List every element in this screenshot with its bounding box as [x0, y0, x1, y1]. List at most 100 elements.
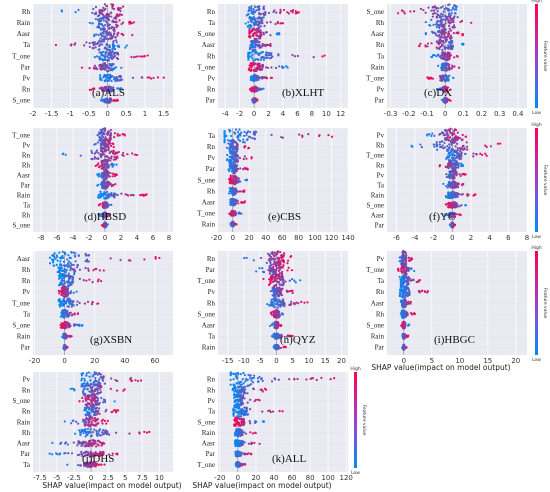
shap-point — [465, 141, 468, 144]
shap-point — [448, 151, 451, 154]
shap-point — [433, 134, 436, 137]
shap-point — [301, 134, 304, 137]
shap-point — [251, 57, 254, 60]
shap-point — [247, 24, 250, 27]
shap-point — [424, 11, 427, 14]
shap-point — [99, 68, 102, 71]
x-tick-label: 40 — [120, 357, 129, 365]
shap-point — [83, 44, 86, 47]
shap-point — [457, 213, 460, 216]
shap-point — [435, 143, 439, 146]
shap-point — [146, 76, 149, 79]
shap-point — [87, 267, 90, 270]
shap-point — [95, 149, 99, 152]
shap-point — [257, 26, 261, 29]
shap-point — [85, 279, 88, 282]
shap-point — [228, 164, 232, 167]
x-tick-label: -2 — [86, 234, 93, 242]
feature-label-Par: Par — [206, 266, 216, 274]
x-tick-label: 6 — [506, 234, 511, 242]
x-tick-label: 4 — [281, 110, 286, 118]
shap-point — [256, 74, 259, 78]
shap-point — [272, 265, 275, 269]
shap-point — [56, 255, 59, 258]
shap-point — [254, 22, 258, 25]
feature-label-Pv: Pv — [377, 171, 385, 179]
shap-point — [464, 152, 467, 155]
shap-point — [268, 272, 271, 275]
shap-point — [115, 163, 118, 166]
colorbar-high-label: High — [531, 0, 541, 4]
shap-point — [232, 155, 236, 158]
shap-point — [106, 22, 109, 25]
shap-point — [125, 44, 128, 47]
shap-point — [92, 269, 95, 272]
shap-point — [63, 346, 66, 349]
feature-label-Pv: Pv — [208, 154, 216, 162]
shap-point — [280, 253, 283, 257]
shap-point — [247, 21, 250, 24]
shap-point — [101, 54, 104, 57]
shap-point — [251, 99, 255, 102]
feature-label-Rn: Rn — [376, 161, 385, 169]
shap-point — [109, 144, 113, 148]
shap-point — [260, 34, 263, 37]
shap-point — [106, 132, 109, 135]
shap-point — [431, 5, 434, 9]
shap-point — [234, 199, 238, 202]
shap-point — [101, 43, 104, 46]
shap-point — [264, 13, 267, 16]
shap-point — [247, 147, 250, 150]
shap-point — [77, 8, 80, 11]
shap-point — [100, 183, 103, 186]
shap-point — [112, 21, 115, 24]
feature-label-Rain: Rain — [371, 63, 385, 71]
feature-label-Rh: Rh — [207, 187, 216, 195]
shap-point — [60, 267, 63, 270]
shap-point — [127, 259, 131, 262]
shap-point — [418, 45, 421, 48]
shap-point — [63, 279, 66, 282]
shap-point — [438, 140, 442, 144]
shap-point — [103, 89, 106, 92]
shap-point — [60, 325, 64, 328]
shap-point — [496, 142, 500, 145]
shap-point — [98, 9, 101, 13]
feature-label-Ta: Ta — [23, 310, 31, 318]
shap-point — [272, 10, 275, 14]
shap-point — [102, 16, 105, 19]
shap-point — [105, 30, 108, 33]
shap-point — [436, 13, 439, 16]
shap-point — [274, 252, 277, 255]
shap-point — [260, 68, 263, 71]
shap-point — [442, 27, 445, 30]
shap-point — [74, 252, 77, 255]
shap-point — [60, 286, 63, 289]
shap-point — [454, 145, 457, 148]
shap-point — [53, 252, 56, 255]
x-tick-label: 0 — [62, 357, 66, 365]
x-tick-label: -2 — [30, 110, 37, 118]
panels-group: -2 -1.5 -1 -0.5 0 0.5 1 1.5RhRainAasrTaT_onePar… — [12, 0, 548, 482]
shap-point — [63, 251, 66, 254]
shap-point — [263, 43, 266, 47]
shap-point — [104, 87, 107, 91]
shap-point — [257, 78, 260, 81]
x-tick-label: -4 — [412, 234, 420, 242]
shap-point — [258, 76, 261, 79]
shap-point — [323, 54, 326, 57]
shap-point — [58, 275, 61, 278]
shap-point — [266, 51, 269, 54]
shap-point — [256, 27, 259, 31]
shap-point — [80, 66, 84, 69]
feature-label-Aasr: Aasr — [17, 30, 31, 38]
shap-point — [262, 56, 265, 59]
feature-label-Ta: Ta — [23, 201, 31, 209]
shap-point — [142, 194, 145, 197]
shap-point — [110, 157, 113, 160]
shap-point — [230, 170, 233, 173]
shap-point — [225, 146, 229, 149]
shap-point — [50, 258, 54, 261]
shap-point — [92, 43, 95, 46]
shap-point — [234, 128, 238, 131]
